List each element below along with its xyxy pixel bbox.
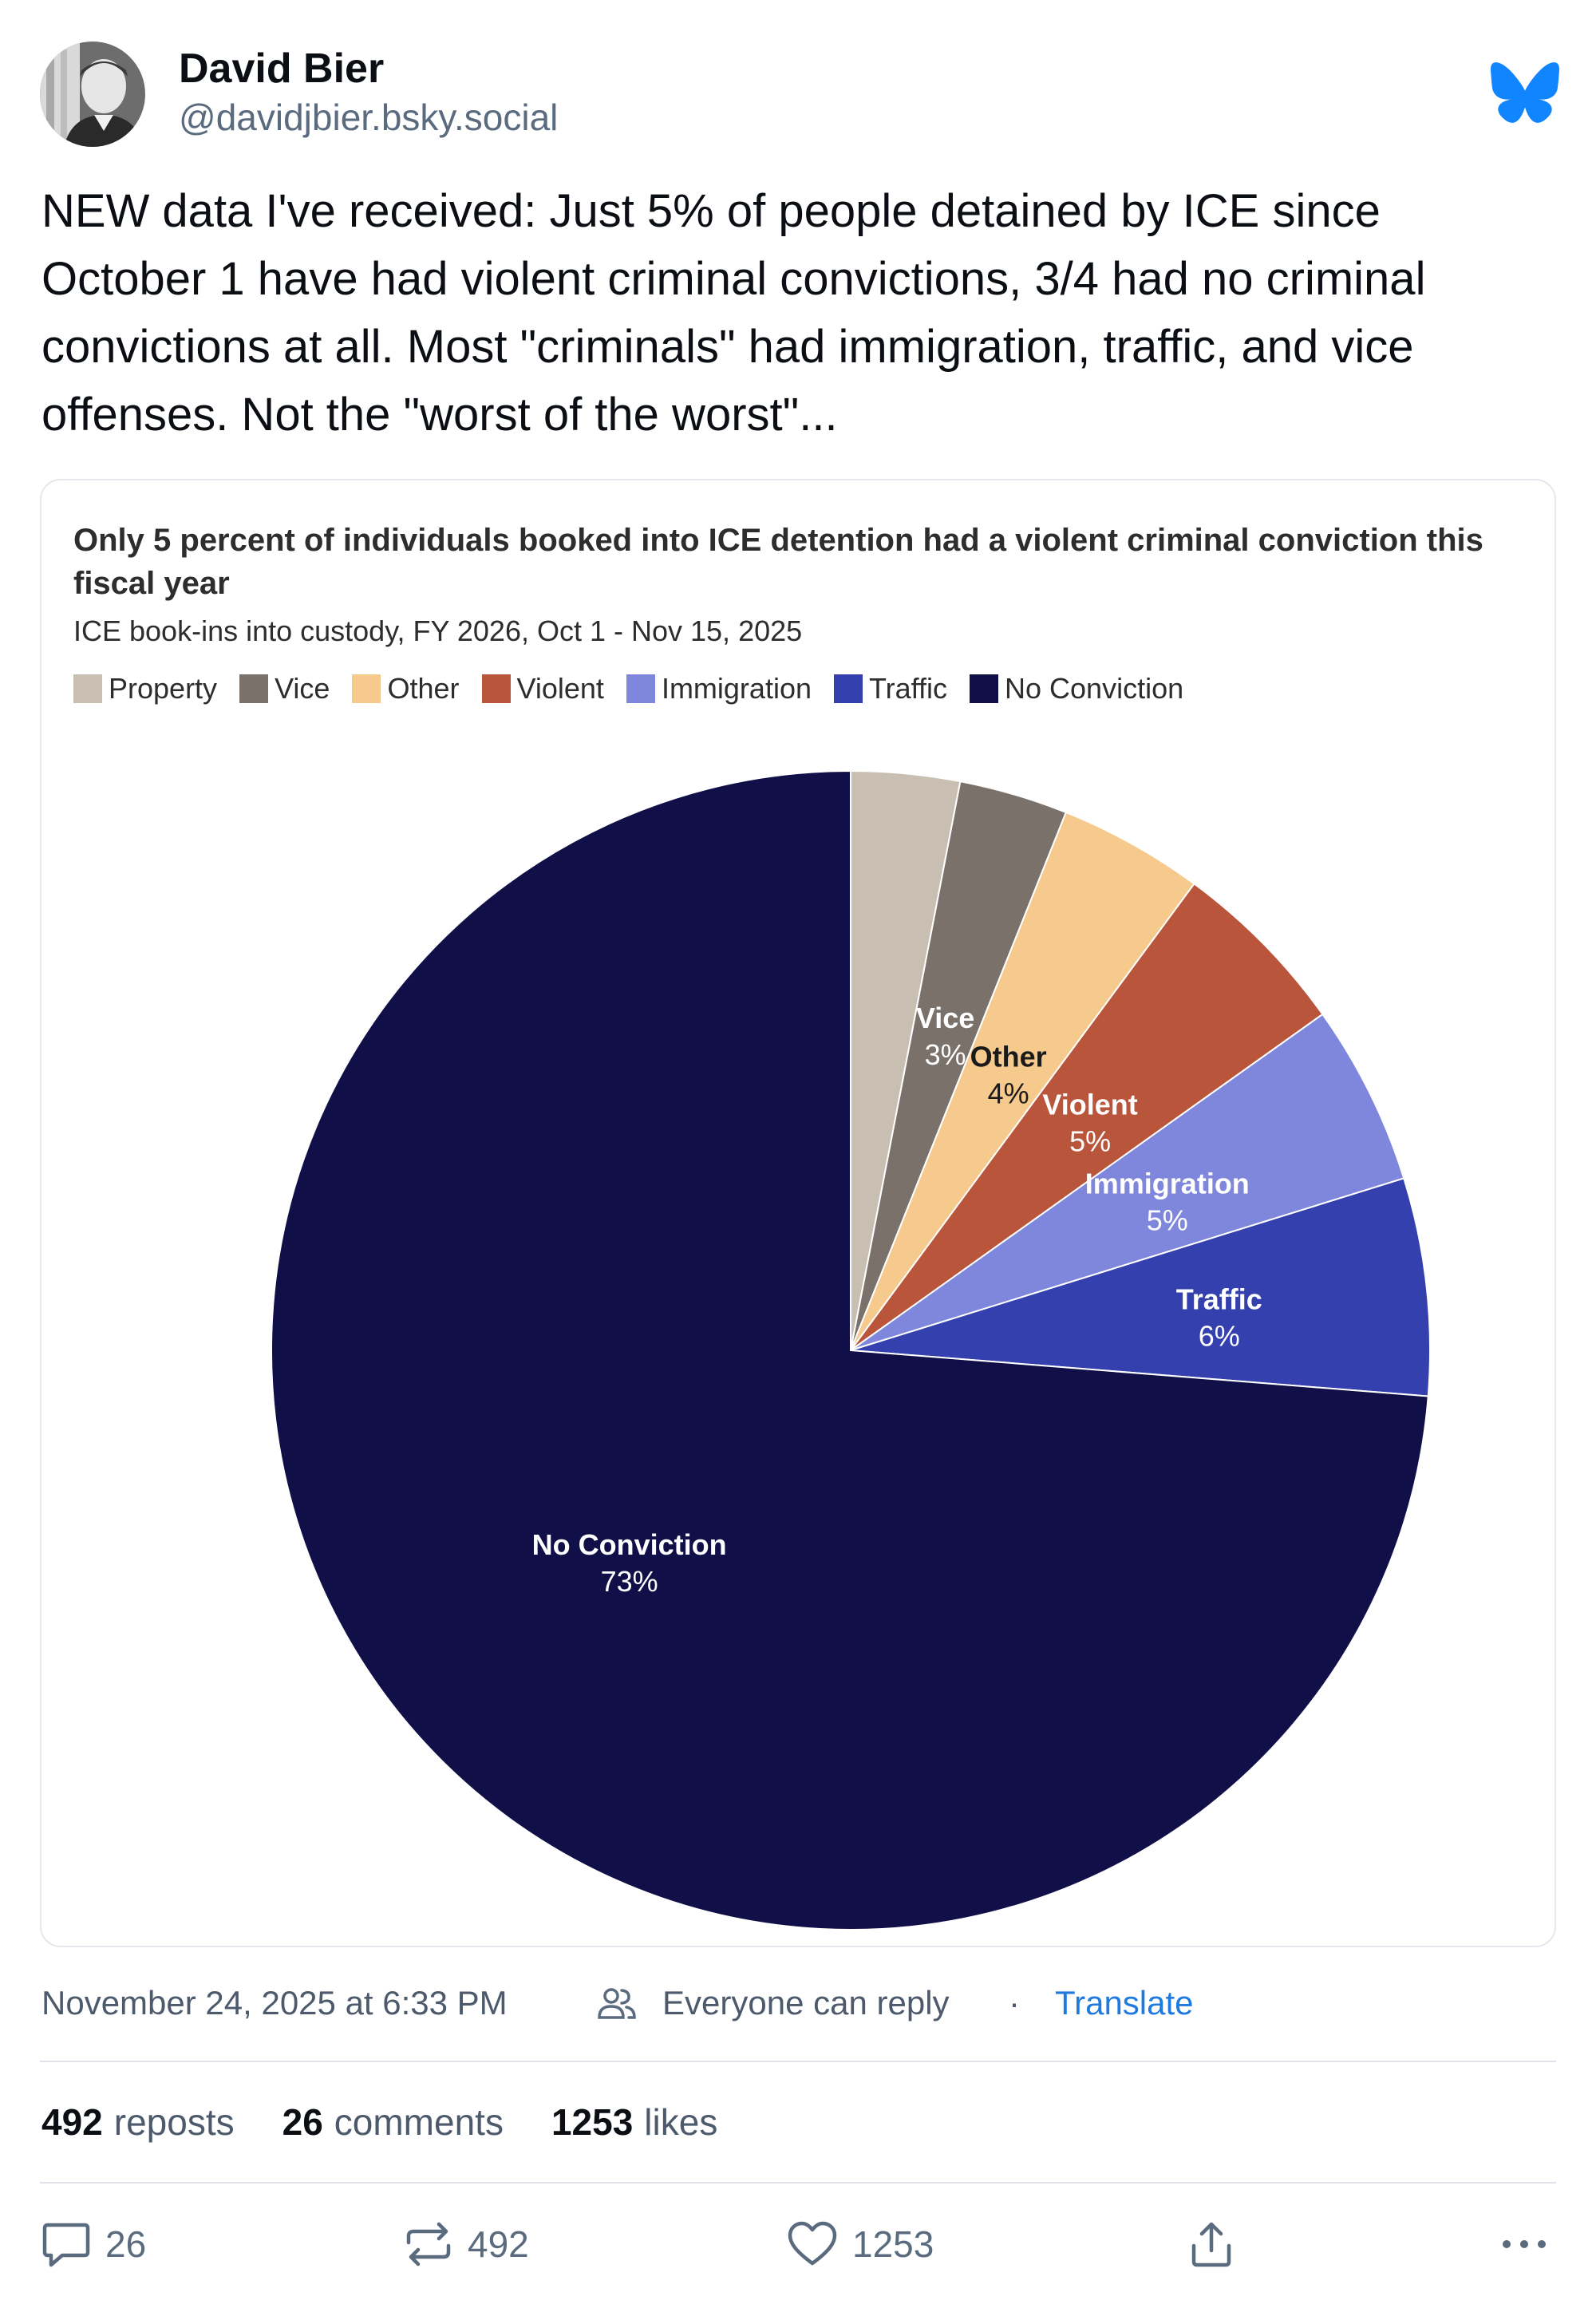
legend-item-immigration: Immigration bbox=[626, 672, 812, 705]
slice-label-violent: Violent bbox=[1042, 1089, 1137, 1121]
author-name[interactable]: David Bier bbox=[179, 45, 385, 92]
slice-label-vice: Vice bbox=[916, 1002, 974, 1034]
legend-label: Vice bbox=[275, 672, 330, 705]
pie-slice-violent bbox=[850, 882, 1324, 1351]
legend-label: No Conviction bbox=[1005, 672, 1184, 705]
heart-icon bbox=[788, 2221, 837, 2266]
people-icon bbox=[597, 1986, 637, 2021]
share-icon bbox=[1191, 2222, 1231, 2267]
avatar[interactable] bbox=[40, 41, 145, 147]
pie-chart: Vice 3% Other 4% Violent 5% Immigration 5% Traff… bbox=[271, 769, 1431, 1931]
more-options-button[interactable] bbox=[1500, 2219, 1562, 2270]
like-count: 1253 bbox=[852, 2223, 934, 2265]
likes-label: likes bbox=[644, 2101, 718, 2143]
pie-slice-other bbox=[850, 811, 1195, 1351]
avatar-image bbox=[40, 41, 145, 147]
legend-swatch bbox=[73, 674, 102, 703]
legend-label: Other bbox=[387, 672, 460, 705]
comments-label: comments bbox=[334, 2101, 504, 2143]
legend-label: Property bbox=[109, 672, 218, 705]
separator-dot: · bbox=[1009, 1984, 1020, 2021]
post-text: NEW data I've received: Just 5% of peopl… bbox=[41, 185, 1426, 441]
divider bbox=[40, 2061, 1556, 2062]
ellipsis-icon bbox=[1503, 2240, 1546, 2248]
legend-swatch bbox=[239, 674, 269, 703]
slice-value-immigration: 5% bbox=[1147, 1203, 1188, 1236]
reply-count: 26 bbox=[105, 2223, 147, 2265]
chart-legend: Property Vice Other Violent Immigration Traff… bbox=[73, 672, 1206, 705]
comments-stat[interactable]: 26 comments bbox=[282, 2101, 504, 2144]
reply-setting[interactable]: Everyone can reply bbox=[662, 1984, 950, 2021]
slice-value-vice: 3% bbox=[925, 1038, 966, 1071]
legend-item-property: Property bbox=[73, 672, 217, 705]
slice-label-traffic: Traffic bbox=[1176, 1283, 1262, 1316]
pie-slice-traffic bbox=[850, 1177, 1431, 1397]
legend-item-traffic: Traffic bbox=[834, 672, 947, 705]
legend-item-violent: Violent bbox=[481, 672, 604, 705]
slice-value-other: 4% bbox=[988, 1077, 1029, 1110]
repost-icon bbox=[406, 2222, 451, 2267]
legend-label: Traffic bbox=[869, 672, 948, 705]
butterfly-icon[interactable] bbox=[1491, 62, 1559, 123]
author-handle[interactable]: @davidjbier.bsky.social bbox=[179, 97, 559, 138]
legend-swatch bbox=[834, 674, 863, 703]
slice-label-immigration: Immigration bbox=[1085, 1167, 1250, 1199]
legend-label: Immigration bbox=[661, 672, 812, 705]
legend-swatch bbox=[352, 674, 381, 703]
slice-label-other: Other bbox=[970, 1041, 1047, 1073]
reply-button[interactable]: 26 bbox=[41, 2219, 146, 2270]
legend-item-no-conviction: No Conviction bbox=[970, 672, 1183, 705]
legend-swatch bbox=[481, 674, 511, 703]
legend-swatch bbox=[970, 674, 999, 703]
chart-title: Only 5 percent of individuals booked int… bbox=[73, 523, 1483, 601]
repost-count: 492 bbox=[468, 2223, 529, 2265]
divider bbox=[40, 2182, 1556, 2184]
legend-item-vice: Vice bbox=[239, 672, 330, 705]
reposts-stat[interactable]: 492 reposts bbox=[41, 2101, 235, 2144]
repost-button[interactable]: 492 bbox=[404, 2219, 529, 2270]
post-timestamp[interactable]: November 24, 2025 at 6:33 PM bbox=[41, 1984, 508, 2021]
pie-slice-no-conviction bbox=[271, 769, 1429, 1931]
comments-count: 26 bbox=[282, 2101, 323, 2143]
likes-count: 1253 bbox=[551, 2101, 634, 2143]
chart-subtitle: ICE book-ins into custody, FY 2026, Oct … bbox=[73, 615, 803, 647]
post-image-card[interactable]: Only 5 percent of individuals booked int… bbox=[40, 479, 1556, 1947]
comment-icon bbox=[42, 2223, 90, 2267]
likes-stat[interactable]: 1253 likes bbox=[551, 2101, 717, 2144]
pie-slice-immigration bbox=[850, 1013, 1405, 1351]
engagement-stats: 492 reposts 26 comments 1253 likes bbox=[41, 2101, 765, 2144]
slice-label-no-conviction: No Conviction bbox=[532, 1528, 727, 1561]
slice-value-violent: 5% bbox=[1069, 1125, 1111, 1158]
legend-item-other: Other bbox=[352, 672, 460, 705]
share-button[interactable] bbox=[1187, 2219, 1250, 2270]
slice-value-traffic: 6% bbox=[1199, 1320, 1240, 1353]
legend-label: Violent bbox=[516, 672, 604, 705]
translate-link[interactable]: Translate bbox=[1055, 1984, 1194, 2021]
legend-swatch bbox=[626, 674, 655, 703]
reposts-count: 492 bbox=[41, 2101, 103, 2143]
like-button[interactable]: 1253 bbox=[787, 2219, 934, 2270]
slice-value-no-conviction: 73% bbox=[601, 1565, 658, 1598]
reposts-label: reposts bbox=[113, 2101, 235, 2143]
